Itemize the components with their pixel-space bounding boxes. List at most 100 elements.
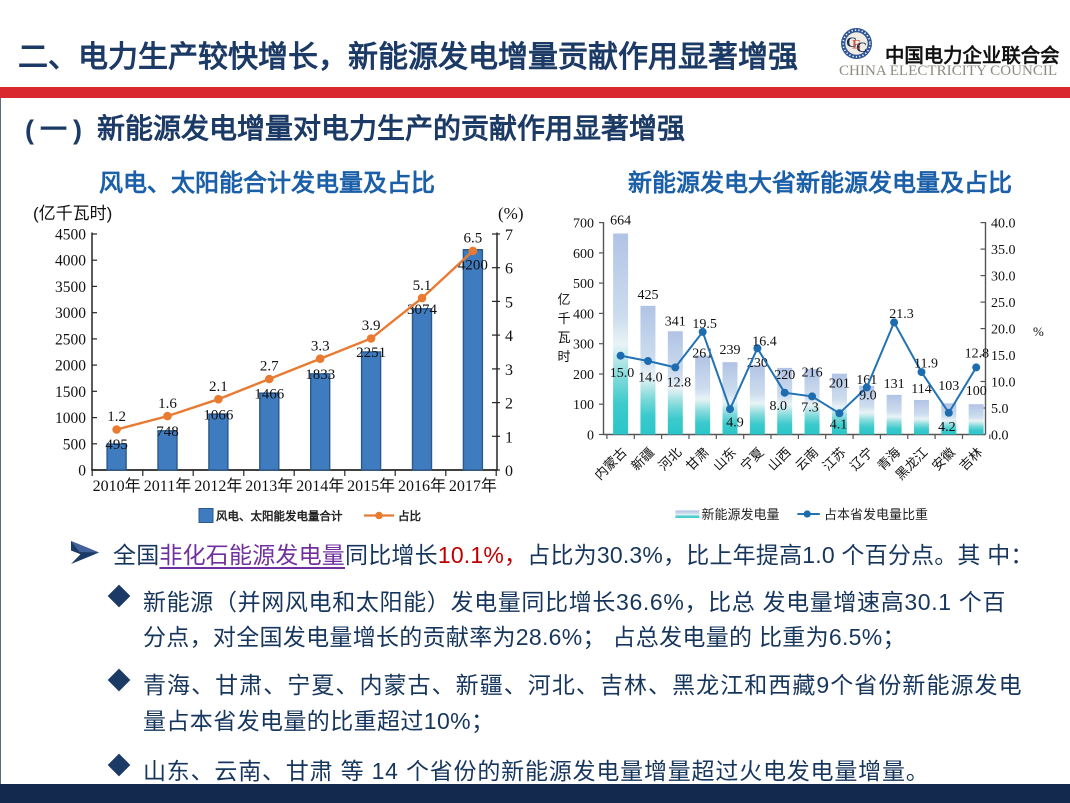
svg-text:1500: 1500 bbox=[55, 384, 86, 401]
svg-text:1466: 1466 bbox=[254, 386, 285, 402]
svg-text:C: C bbox=[846, 35, 857, 51]
svg-text:山东: 山东 bbox=[710, 445, 739, 474]
svg-text:8.0: 8.0 bbox=[769, 399, 787, 414]
svg-text:0.0: 0.0 bbox=[991, 429, 1009, 444]
svg-text:425: 425 bbox=[638, 288, 659, 303]
svg-text:600: 600 bbox=[573, 247, 594, 262]
svg-text:新疆: 新疆 bbox=[628, 445, 657, 474]
svg-text:3500: 3500 bbox=[55, 279, 86, 296]
svg-text:江苏: 江苏 bbox=[820, 445, 849, 474]
svg-text:100: 100 bbox=[573, 398, 594, 413]
svg-text:山西: 山西 bbox=[765, 445, 794, 474]
svg-text:7: 7 bbox=[505, 227, 513, 244]
svg-text:(%): (%) bbox=[498, 204, 523, 223]
svg-text:2251: 2251 bbox=[356, 345, 386, 361]
svg-text:(亿千瓦时): (亿千瓦时) bbox=[33, 204, 112, 223]
svg-text:0: 0 bbox=[587, 429, 594, 444]
svg-text:201: 201 bbox=[829, 377, 850, 392]
svg-text:2011年: 2011年 bbox=[144, 477, 191, 495]
svg-text:2: 2 bbox=[505, 396, 513, 413]
svg-text:5.1: 5.1 bbox=[413, 278, 432, 294]
svg-text:1833: 1833 bbox=[305, 367, 335, 383]
svg-text:3: 3 bbox=[505, 362, 513, 379]
svg-text:131: 131 bbox=[884, 377, 905, 392]
svg-text:2.7: 2.7 bbox=[260, 359, 279, 375]
svg-text:3.9: 3.9 bbox=[362, 318, 381, 334]
svg-text:占比: 占比 bbox=[398, 509, 421, 523]
svg-text:2010年: 2010年 bbox=[93, 477, 141, 495]
svg-text:10.0: 10.0 bbox=[991, 376, 1016, 391]
svg-text:河北: 河北 bbox=[655, 445, 684, 474]
svg-text:12.8: 12.8 bbox=[667, 375, 692, 390]
svg-text:40.0: 40.0 bbox=[991, 217, 1016, 232]
svg-text:新能源发电量: 新能源发电量 bbox=[702, 507, 780, 522]
svg-text:300: 300 bbox=[573, 338, 594, 353]
svg-text:19.5: 19.5 bbox=[692, 317, 717, 332]
svg-text:14.0: 14.0 bbox=[638, 371, 663, 386]
svg-text:5: 5 bbox=[505, 294, 513, 311]
svg-text:3074: 3074 bbox=[407, 302, 438, 318]
svg-text:25.0: 25.0 bbox=[991, 296, 1016, 311]
svg-text:甘肃: 甘肃 bbox=[683, 445, 712, 474]
svg-text:1.2: 1.2 bbox=[107, 409, 126, 425]
svg-text:1.6: 1.6 bbox=[158, 396, 177, 412]
svg-text:%: % bbox=[1033, 324, 1044, 339]
svg-text:0: 0 bbox=[78, 463, 86, 480]
svg-text:7.3: 7.3 bbox=[801, 401, 819, 416]
svg-text:4500: 4500 bbox=[55, 227, 86, 244]
svg-text:辽宁: 辽宁 bbox=[847, 445, 876, 474]
svg-text:261: 261 bbox=[692, 347, 713, 362]
svg-text:16.4: 16.4 bbox=[752, 334, 777, 349]
svg-text:1000: 1000 bbox=[55, 410, 86, 427]
svg-text:30.0: 30.0 bbox=[991, 270, 1016, 285]
svg-text:内蒙古: 内蒙古 bbox=[592, 445, 630, 483]
svg-text:114: 114 bbox=[911, 382, 931, 397]
svg-text:2012年: 2012年 bbox=[194, 477, 242, 495]
svg-text:4.1: 4.1 bbox=[830, 418, 848, 433]
svg-text:2013年: 2013年 bbox=[245, 477, 293, 495]
svg-text:12.8: 12.8 bbox=[965, 347, 990, 362]
svg-text:2016年: 2016年 bbox=[398, 477, 446, 495]
svg-text:21.3: 21.3 bbox=[889, 307, 914, 322]
svg-text:安徽: 安徽 bbox=[929, 445, 958, 474]
svg-text:0: 0 bbox=[505, 463, 513, 480]
svg-text:20.0: 20.0 bbox=[991, 323, 1016, 338]
svg-text:2017年: 2017年 bbox=[449, 477, 497, 495]
svg-text:400: 400 bbox=[573, 307, 594, 322]
svg-text:云南: 云南 bbox=[792, 445, 821, 474]
svg-text:2014年: 2014年 bbox=[296, 477, 344, 495]
svg-text:500: 500 bbox=[573, 277, 594, 292]
svg-text:341: 341 bbox=[665, 315, 686, 330]
svg-text:11.9: 11.9 bbox=[914, 357, 938, 372]
svg-text:4.9: 4.9 bbox=[726, 416, 744, 431]
svg-text:15.0: 15.0 bbox=[991, 349, 1016, 364]
svg-text:100: 100 bbox=[966, 384, 987, 399]
svg-text:6: 6 bbox=[505, 261, 513, 278]
svg-text:5.0: 5.0 bbox=[991, 402, 1009, 417]
svg-text:15.0: 15.0 bbox=[610, 366, 635, 381]
svg-text:200: 200 bbox=[573, 368, 594, 383]
svg-text:3.3: 3.3 bbox=[311, 338, 330, 354]
svg-text:吉林: 吉林 bbox=[956, 445, 985, 474]
svg-text:4.2: 4.2 bbox=[938, 420, 956, 435]
svg-text:占本省发电量比重: 占本省发电量比重 bbox=[824, 507, 928, 522]
svg-text:500: 500 bbox=[63, 436, 87, 453]
svg-text:4000: 4000 bbox=[55, 253, 86, 270]
svg-text:宁夏: 宁夏 bbox=[738, 445, 767, 474]
svg-text:1: 1 bbox=[505, 429, 513, 446]
svg-text:216: 216 bbox=[802, 365, 823, 380]
svg-text:风电、太阳能发电量合计: 风电、太阳能发电量合计 bbox=[216, 509, 343, 523]
svg-text:2500: 2500 bbox=[55, 331, 86, 348]
svg-text:4200: 4200 bbox=[458, 257, 488, 273]
svg-text:495: 495 bbox=[105, 437, 128, 453]
svg-text:220: 220 bbox=[774, 368, 795, 383]
svg-text:35.0: 35.0 bbox=[991, 243, 1016, 258]
svg-text:2015年: 2015年 bbox=[347, 477, 395, 495]
svg-text:千: 千 bbox=[557, 311, 570, 326]
svg-text:1066: 1066 bbox=[203, 407, 234, 423]
svg-text:C: C bbox=[856, 40, 867, 56]
svg-text:239: 239 bbox=[720, 343, 741, 358]
svg-text:9.0: 9.0 bbox=[859, 389, 877, 404]
svg-text:亿: 亿 bbox=[557, 292, 570, 307]
svg-text:4: 4 bbox=[505, 328, 513, 345]
